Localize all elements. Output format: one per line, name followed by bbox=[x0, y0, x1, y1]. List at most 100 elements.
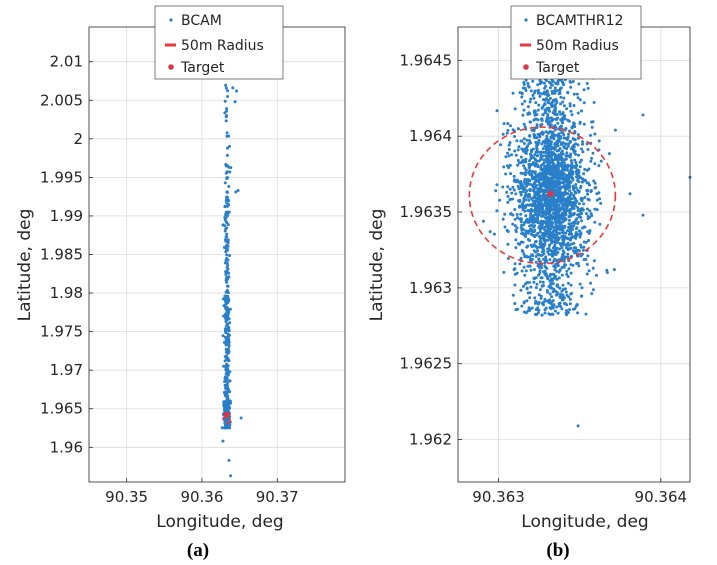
data-point bbox=[556, 144, 560, 148]
data-point bbox=[226, 408, 229, 412]
data-point bbox=[552, 229, 556, 232]
data-point bbox=[552, 162, 556, 166]
data-point bbox=[559, 95, 563, 99]
data-point bbox=[584, 240, 588, 244]
data-point bbox=[562, 202, 566, 206]
data-point bbox=[576, 143, 580, 147]
data-point bbox=[559, 304, 562, 308]
data-point bbox=[223, 359, 227, 363]
data-point bbox=[540, 119, 544, 122]
data-point bbox=[223, 421, 227, 425]
data-point bbox=[577, 174, 581, 178]
data-point bbox=[225, 366, 229, 370]
data-point bbox=[541, 242, 545, 246]
data-point bbox=[222, 340, 226, 344]
data-point bbox=[524, 89, 528, 92]
data-point bbox=[582, 245, 586, 249]
data-point bbox=[552, 264, 556, 268]
data-point bbox=[571, 80, 575, 83]
legend-radius-label-b: 50m Radius bbox=[536, 38, 619, 54]
data-point bbox=[534, 254, 538, 258]
data-point bbox=[545, 160, 549, 164]
data-point bbox=[520, 147, 524, 151]
legend-radius-label: 50m Radius bbox=[181, 38, 264, 54]
data-point bbox=[508, 141, 512, 145]
data-point bbox=[580, 219, 584, 223]
data-point bbox=[542, 81, 546, 85]
data-point bbox=[228, 254, 232, 258]
data-point bbox=[553, 236, 557, 240]
data-point bbox=[549, 96, 552, 100]
data-point bbox=[532, 96, 536, 100]
data-point bbox=[226, 89, 230, 93]
data-point bbox=[527, 198, 531, 202]
data-point bbox=[593, 220, 597, 224]
data-point bbox=[586, 254, 590, 258]
data-point bbox=[538, 185, 542, 189]
data-point bbox=[552, 188, 556, 192]
data-point bbox=[544, 179, 548, 183]
data-point bbox=[545, 137, 549, 141]
data-point bbox=[538, 94, 542, 98]
data-point bbox=[561, 171, 565, 175]
data-point bbox=[513, 149, 517, 153]
data-point bbox=[513, 217, 517, 221]
data-point bbox=[223, 313, 227, 316]
data-point bbox=[522, 142, 526, 145]
data-point bbox=[519, 240, 523, 244]
data-point bbox=[567, 243, 571, 247]
data-point bbox=[520, 205, 524, 208]
data-point bbox=[559, 112, 563, 116]
data-point bbox=[538, 79, 542, 83]
data-point bbox=[537, 293, 541, 297]
data-point bbox=[521, 113, 525, 117]
data-point bbox=[513, 107, 517, 111]
data-point bbox=[551, 80, 555, 84]
data-point bbox=[561, 152, 565, 156]
data-point bbox=[225, 253, 229, 257]
data-point bbox=[516, 163, 520, 167]
data-point bbox=[541, 233, 545, 237]
data-point bbox=[514, 192, 518, 196]
y-tick-label: 2.01 bbox=[50, 53, 83, 71]
data-point bbox=[528, 224, 532, 228]
data-point bbox=[543, 86, 547, 90]
data-point bbox=[538, 224, 542, 228]
data-point bbox=[562, 259, 566, 263]
data-point bbox=[525, 254, 529, 258]
legend-target-label-b: Target bbox=[535, 60, 580, 76]
data-point bbox=[553, 241, 557, 244]
data-point bbox=[220, 426, 224, 430]
data-point bbox=[554, 145, 558, 149]
data-point bbox=[544, 110, 548, 114]
data-point bbox=[553, 167, 557, 170]
data-point bbox=[228, 379, 232, 383]
panel-a-xlabel: Longitude, deg bbox=[156, 512, 283, 532]
data-point bbox=[546, 235, 550, 239]
legend-target-marker bbox=[168, 64, 174, 70]
data-point bbox=[569, 85, 573, 89]
data-point bbox=[224, 331, 228, 335]
data-point bbox=[572, 145, 576, 149]
data-point bbox=[559, 224, 563, 228]
data-point bbox=[566, 90, 570, 94]
data-point bbox=[550, 184, 554, 188]
data-point bbox=[236, 189, 240, 192]
data-point bbox=[581, 150, 585, 154]
data-point bbox=[227, 185, 231, 188]
data-point bbox=[536, 89, 540, 92]
data-point bbox=[577, 190, 581, 194]
data-point bbox=[574, 152, 578, 156]
data-point bbox=[573, 249, 577, 253]
data-point bbox=[568, 104, 572, 108]
data-point bbox=[225, 309, 229, 313]
data-point bbox=[569, 283, 573, 287]
panel-b-legend: BCAMTHR12 50m Radius Target bbox=[510, 5, 642, 80]
data-point bbox=[513, 272, 517, 276]
data-point bbox=[224, 372, 228, 376]
data-point bbox=[582, 172, 586, 176]
data-point bbox=[555, 233, 559, 237]
data-point bbox=[550, 221, 554, 225]
data-point bbox=[225, 261, 229, 265]
data-point bbox=[560, 289, 564, 293]
